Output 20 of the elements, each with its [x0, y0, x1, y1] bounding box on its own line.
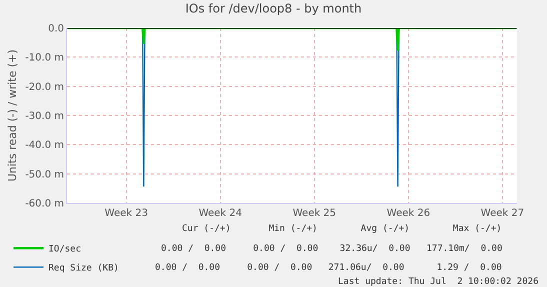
- x-tick-label: Week 25: [292, 208, 336, 219]
- text: Last update: Thu Jul 2 10:00:02 2026: [338, 277, 538, 287]
- y-tick-label: 0.0: [48, 24, 64, 34]
- y-tick-label: -50.0 m: [25, 169, 64, 180]
- legend-label: Req Size (KB): [48, 264, 119, 274]
- y-tick-label: -10.0 m: [25, 52, 64, 64]
- y-tick-label: -60.0 m: [25, 198, 64, 210]
- y-tick-label: -30.0 m: [25, 111, 64, 122]
- text: 0.00 / 0.00 0.00 / 0.00 32.36u/ 0.00 177.10m/ 0.00: [161, 244, 502, 254]
- x-tick-label: Week 27: [480, 208, 524, 219]
- chart-title: IOs for /dev/loop8 - by month: [185, 2, 362, 16]
- y-axis-title: Units read (-) / write (+): [6, 49, 19, 182]
- x-tick-label: Week 24: [198, 208, 242, 219]
- legend-label: IO/sec: [48, 244, 82, 255]
- text: 0.00 / 0.00 0.00 / 0.00 271.06u/ 0.00 1.29 / 0.00: [155, 263, 502, 273]
- y-tick-label: -40.0 m: [25, 140, 64, 152]
- y-tick-label: -20.0 m: [25, 82, 64, 93]
- x-tick-label: Week 26: [386, 208, 430, 219]
- text: Cur (-/+) Min (-/+) Avg (-/+) Max (-/+): [182, 224, 502, 234]
- x-tick-label: Week 23: [104, 208, 148, 219]
